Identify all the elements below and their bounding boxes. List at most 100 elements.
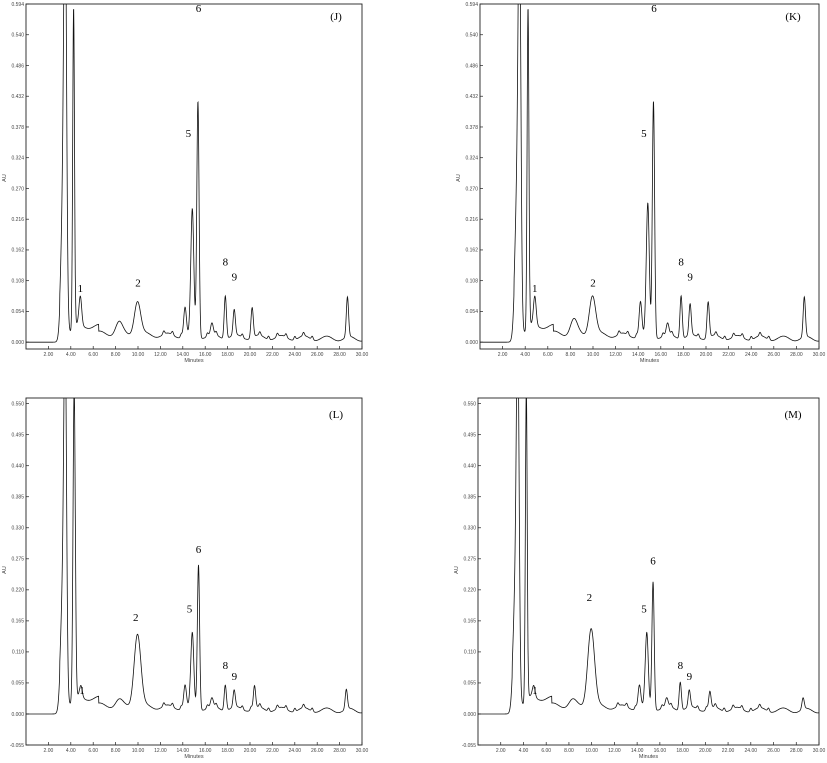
x-axis-title: Minutes: [184, 754, 204, 760]
x-tick-label: 30.00: [356, 748, 369, 754]
plot-frame: [25, 397, 363, 746]
peak-label: 8: [223, 256, 229, 268]
y-tick-label: 0.054: [11, 309, 24, 315]
plot-frame: [25, 3, 363, 350]
peak-label: 5: [641, 603, 647, 615]
x-tick-label: 10.00: [587, 352, 600, 358]
x-tick-label: 4.00: [519, 748, 529, 754]
x-tick-label: 2.00: [44, 352, 54, 358]
x-tick-label: 14.00: [631, 748, 644, 754]
panel-m: -0.055 0.000 0.055 0.110 0.165 0.220 0.275 0.33…: [454, 397, 826, 760]
x-tick-label: 12.00: [154, 352, 167, 358]
x-tick-label: 2.00: [498, 352, 508, 358]
y-tick-label: 0.275: [463, 557, 476, 563]
x-tick-label: 6.00: [88, 352, 98, 358]
peak-label: 2: [587, 592, 593, 604]
y-tick-label: 0.162: [465, 248, 478, 254]
x-tick-label: 18.00: [677, 352, 690, 358]
x-tick-label: 8.00: [566, 352, 576, 358]
chromatogram-trace: [480, 4, 819, 343]
y-tick-label: 0.110: [464, 650, 476, 656]
y-tick-label: 0.495: [463, 432, 476, 438]
y-tick-label: 0.378: [465, 125, 478, 131]
x-tick-label: 6.00: [88, 748, 98, 754]
y-tick-label: 0.432: [465, 94, 478, 100]
panel-label: (L): [329, 409, 343, 421]
x-tick-label: 22.00: [722, 748, 735, 754]
x-tick-label: 4.00: [66, 748, 76, 754]
x-tick-label: 24.00: [289, 352, 302, 358]
x-tick-label: 14.00: [177, 352, 190, 358]
y-tick-label: -0.055: [462, 743, 476, 749]
y-tick-label: 0.550: [11, 401, 24, 407]
x-tick-label: 28.00: [790, 748, 803, 754]
y-tick-label: 0.220: [11, 588, 24, 594]
x-tick-label: 12.00: [608, 748, 621, 754]
y-tick-label: 0.440: [11, 464, 24, 470]
peak-label: 1: [532, 283, 538, 295]
panel-j: 0.000 0.054 0.108 0.162 0.216 0.270 0.324 0.378…: [2, 2, 369, 364]
peak-label: 9: [232, 671, 238, 683]
x-tick-label: 30.00: [813, 352, 826, 358]
x-tick-label: 30.00: [813, 748, 826, 754]
y-tick-label: 0.220: [463, 588, 476, 594]
y-tick-label: 0.550: [463, 401, 476, 407]
y-tick-label: 0.378: [11, 125, 24, 131]
peak-label: 1: [78, 283, 84, 295]
x-tick-label: 18.00: [676, 748, 689, 754]
x-tick-label: 16.00: [199, 352, 212, 358]
y-tick-label: 0.270: [11, 186, 24, 192]
x-tick-label: 16.00: [654, 748, 667, 754]
x-tick-label: 24.00: [745, 748, 758, 754]
peak-label: 6: [651, 3, 657, 15]
y-tick-label: 0.000: [465, 340, 478, 346]
y-tick-label: 0.108: [465, 278, 478, 284]
x-tick-label: 18.00: [221, 352, 234, 358]
x-axis-title: Minutes: [639, 754, 659, 760]
x-tick-label: 28.00: [333, 352, 346, 358]
x-tick-label: 30.00: [356, 352, 369, 358]
x-tick-label: 8.00: [111, 748, 121, 754]
x-tick-label: 8.00: [111, 352, 121, 358]
x-tick-label: 6.00: [543, 352, 553, 358]
y-tick-label: 0.108: [11, 278, 24, 284]
x-tick-label: 18.00: [221, 748, 234, 754]
peak-label: 6: [650, 555, 656, 567]
x-tick-label: 12.00: [154, 748, 167, 754]
panel-label: (K): [785, 11, 801, 23]
peak-label: 9: [687, 272, 693, 284]
y-axis-title: AU: [2, 174, 8, 182]
y-tick-label: 0.540: [11, 33, 24, 39]
chromatogram-trace: [26, 4, 362, 343]
y-tick-label: -0.055: [10, 743, 24, 749]
y-tick-label: 0.165: [463, 619, 476, 625]
x-tick-label: 10.00: [132, 748, 145, 754]
y-tick-label: 0.000: [11, 340, 24, 346]
x-tick-label: 24.00: [289, 748, 302, 754]
x-tick-label: 28.00: [790, 352, 803, 358]
x-axis-title: Minutes: [184, 358, 204, 364]
y-tick-label: 0.385: [463, 495, 476, 501]
y-axis-title: AU: [2, 566, 8, 574]
x-tick-label: 8.00: [564, 748, 574, 754]
y-tick-label: 0.495: [11, 432, 24, 438]
y-tick-label: 0.594: [11, 2, 24, 8]
y-tick-label: 0.055: [11, 681, 24, 687]
y-tick-label: 0.440: [463, 464, 476, 470]
x-tick-label: 26.00: [768, 352, 781, 358]
x-tick-label: 26.00: [311, 352, 324, 358]
panel-label: (J): [330, 11, 342, 23]
y-tick-label: 0.165: [11, 619, 24, 625]
x-tick-label: 4.00: [66, 352, 76, 358]
y-tick-label: 0.216: [465, 217, 478, 223]
peak-label: 6: [196, 3, 202, 15]
y-axis-title: AU: [454, 566, 460, 574]
peak-label: 2: [133, 612, 139, 624]
x-tick-label: 24.00: [745, 352, 758, 358]
peak-label: 9: [232, 272, 238, 284]
peak-label: 9: [687, 671, 693, 683]
x-tick-label: 14.00: [632, 352, 645, 358]
x-tick-label: 20.00: [244, 352, 257, 358]
chromatogram-trace: [26, 398, 362, 715]
